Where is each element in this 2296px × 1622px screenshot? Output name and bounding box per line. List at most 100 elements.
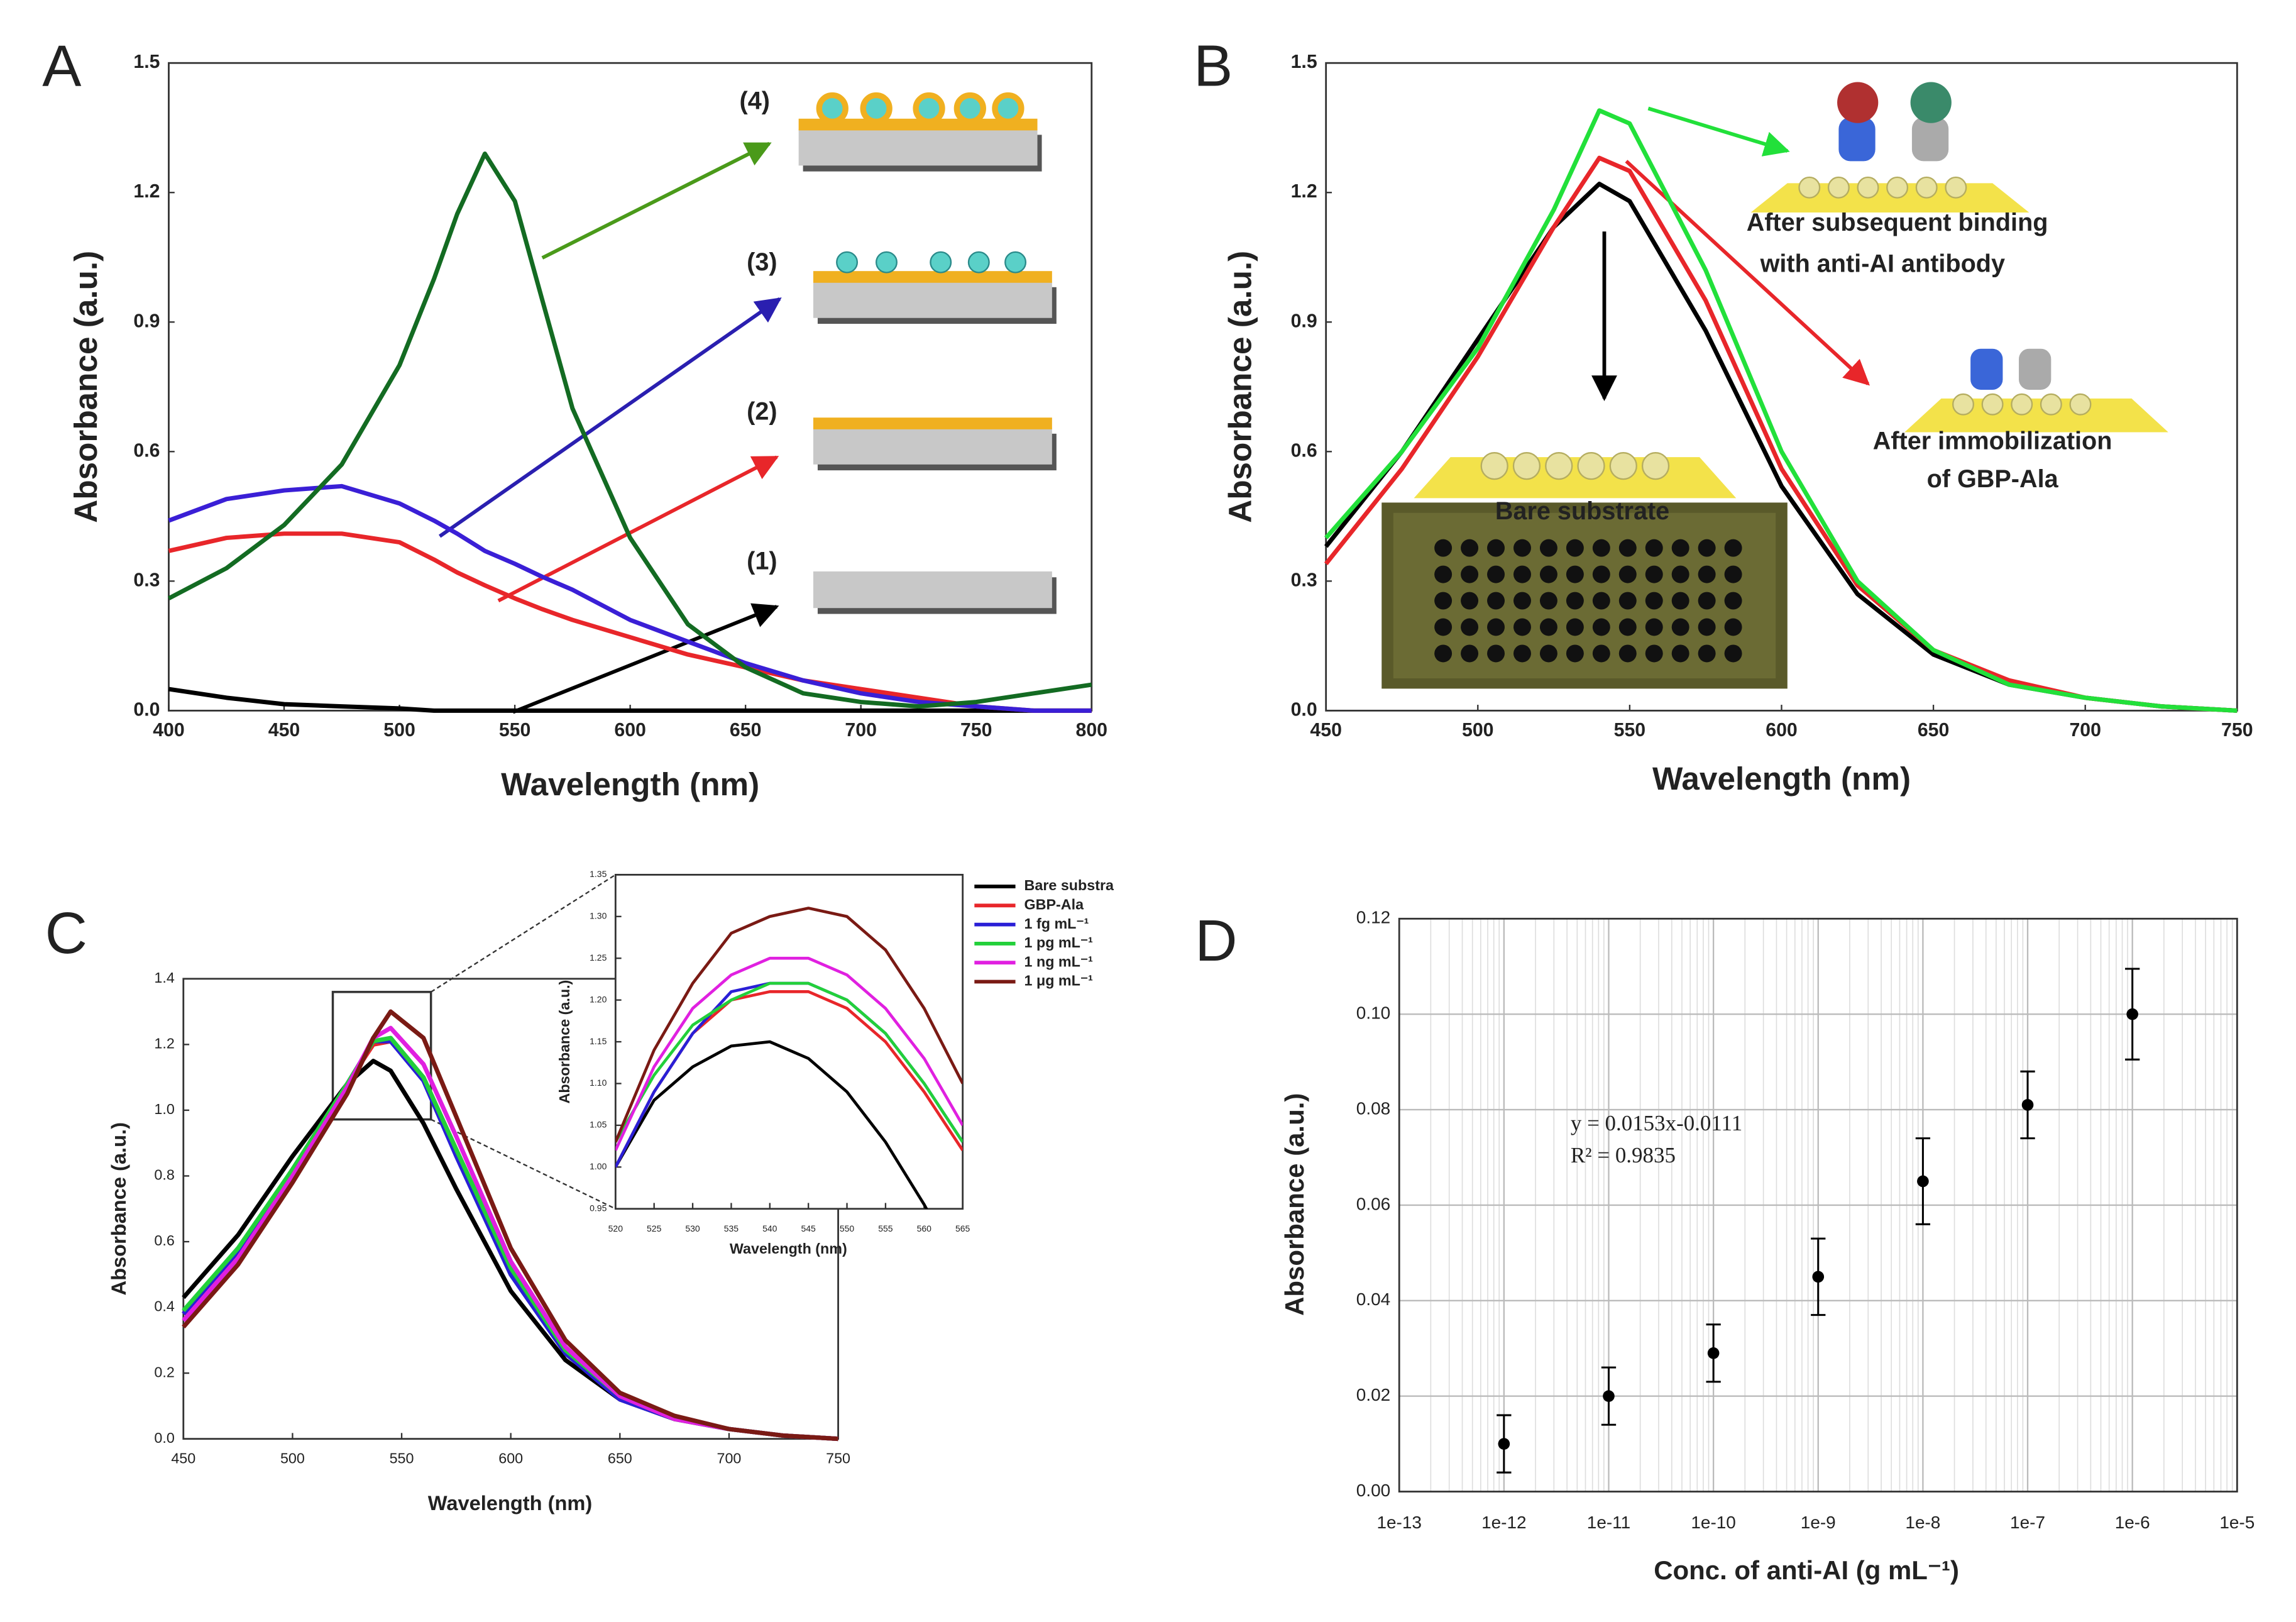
panel-label: B xyxy=(1194,33,1233,98)
data-point xyxy=(1812,1271,1825,1283)
legend-label: 1 ng mL⁻¹ xyxy=(1024,953,1094,969)
plate-well xyxy=(1461,644,1479,663)
y-tick-label: 0.95 xyxy=(590,1203,607,1213)
x-tick-label: 1e-8 xyxy=(1905,1513,1940,1532)
plot-frame xyxy=(1325,62,2238,712)
legend-label: 1 fg mL⁻¹ xyxy=(1024,915,1089,932)
curve-label: (3) xyxy=(747,248,777,276)
plate-well xyxy=(1698,539,1716,557)
y-tick-label: 1.5 xyxy=(133,52,160,72)
y-tick-label: 0.9 xyxy=(133,311,160,331)
y-tick-label: 1.35 xyxy=(590,869,607,879)
y-tick-label: 0.9 xyxy=(1291,311,1317,331)
x-tick-label: 750 xyxy=(826,1450,850,1466)
panel-label: A xyxy=(42,33,81,98)
series-line xyxy=(168,483,1092,713)
plate-well xyxy=(1539,565,1557,583)
y-tick-label: 1.5 xyxy=(1291,52,1317,72)
y-tick-label: 0.12 xyxy=(1356,908,1390,927)
x-tick-label: 1e-12 xyxy=(1481,1513,1527,1532)
y-tick-label: 0.06 xyxy=(1356,1194,1390,1213)
plate-well xyxy=(1461,565,1479,583)
y-tick-label: 0.10 xyxy=(1356,1003,1390,1023)
x-tick-label: 600 xyxy=(498,1450,523,1466)
x-tick-label: 535 xyxy=(724,1223,739,1233)
annotation: y = 0.0153x-0.0111 xyxy=(1571,1111,1742,1135)
plate-well xyxy=(1566,592,1584,610)
plate-well xyxy=(1461,592,1479,610)
x-tick-label: 550 xyxy=(840,1223,855,1233)
plate-well xyxy=(1513,618,1531,636)
plate-well xyxy=(1645,592,1663,610)
y-tick-label: 0.3 xyxy=(1291,570,1317,590)
x-tick-label: 450 xyxy=(1310,720,1342,741)
x-axis-label: Wavelength (nm) xyxy=(501,766,759,802)
annotation: After subsequent binding xyxy=(1747,209,2048,236)
x-tick-label: 525 xyxy=(647,1223,662,1233)
substrate-icons xyxy=(798,92,1057,614)
x-tick-label: 1e-11 xyxy=(1587,1513,1630,1532)
legend-label: 1 μg mL⁻¹ xyxy=(1024,973,1094,989)
plate-well xyxy=(1592,618,1610,636)
data-point xyxy=(1917,1175,1929,1188)
plate-well xyxy=(1618,592,1637,610)
x-axis-label: Wavelength (nm) xyxy=(428,1491,592,1514)
series-line xyxy=(615,956,963,1151)
y-tick-label: 0.0 xyxy=(1291,699,1317,720)
x-tick-label: 550 xyxy=(390,1450,414,1466)
plate-well xyxy=(1566,644,1584,663)
series-line xyxy=(615,1040,928,1209)
x-tick-label: 500 xyxy=(383,720,415,741)
x-axis-label: Wavelength (nm) xyxy=(730,1240,847,1257)
plate-well xyxy=(1671,592,1689,610)
data-point xyxy=(1498,1438,1510,1450)
y-tick-label: 1.2 xyxy=(133,181,160,202)
plate-well xyxy=(1434,539,1453,557)
series-line xyxy=(615,981,963,1143)
y-tick-label: 0.6 xyxy=(154,1232,174,1249)
x-tick-label: 1e-5 xyxy=(2219,1513,2255,1532)
plate-well xyxy=(1645,539,1663,557)
x-tick-label: 650 xyxy=(730,720,762,741)
plate-well xyxy=(1698,618,1716,636)
y-tick-label: 0.02 xyxy=(1356,1385,1390,1404)
plate-well xyxy=(1566,539,1584,557)
plate-well xyxy=(1434,565,1453,583)
plate-well xyxy=(1618,539,1637,557)
plate-well xyxy=(1618,618,1637,636)
panel-b-icons xyxy=(1381,82,2168,689)
x-tick-label: 545 xyxy=(801,1223,816,1233)
plate-well xyxy=(1645,618,1663,636)
x-tick-label: 530 xyxy=(685,1223,700,1233)
y-tick-label: 0.4 xyxy=(154,1298,174,1315)
series-line xyxy=(615,907,963,1143)
x-tick-label: 750 xyxy=(960,720,992,741)
x-axis-label: Conc. of anti-AI (g mL⁻¹) xyxy=(1654,1555,1959,1585)
annotation: Bare substrate xyxy=(1495,497,1669,525)
y-tick-label: 1.15 xyxy=(590,1036,607,1046)
series-line xyxy=(167,151,1092,709)
plate-well xyxy=(1461,618,1479,636)
plate-well xyxy=(1513,539,1531,557)
plate-well xyxy=(1592,644,1610,663)
plot-frame xyxy=(1398,917,2238,1492)
x-tick-label: 600 xyxy=(614,720,646,741)
plate-well xyxy=(1487,565,1505,583)
y-tick-label: 1.20 xyxy=(590,994,607,1004)
plate-well xyxy=(1671,644,1689,663)
series-line xyxy=(168,687,1092,713)
plate-well xyxy=(1566,565,1584,583)
y-tick-label: 0.8 xyxy=(154,1167,174,1183)
data-point xyxy=(2021,1099,2034,1111)
plate-well xyxy=(1671,539,1689,557)
annotation: R² = 0.9835 xyxy=(1571,1143,1676,1167)
x-tick-label: 1e-7 xyxy=(2010,1513,2045,1532)
x-tick-label: 540 xyxy=(762,1223,777,1233)
y-tick-label: 1.30 xyxy=(590,910,607,920)
x-tick-label: 560 xyxy=(917,1223,932,1233)
y-axis-label: Absorbance (a.u.) xyxy=(556,980,573,1104)
data-point xyxy=(2126,1008,2139,1020)
plot-frame xyxy=(614,873,964,1210)
x-tick-label: 565 xyxy=(955,1223,970,1233)
y-axis-label: Absorbance (a.u.) xyxy=(1280,1093,1309,1316)
